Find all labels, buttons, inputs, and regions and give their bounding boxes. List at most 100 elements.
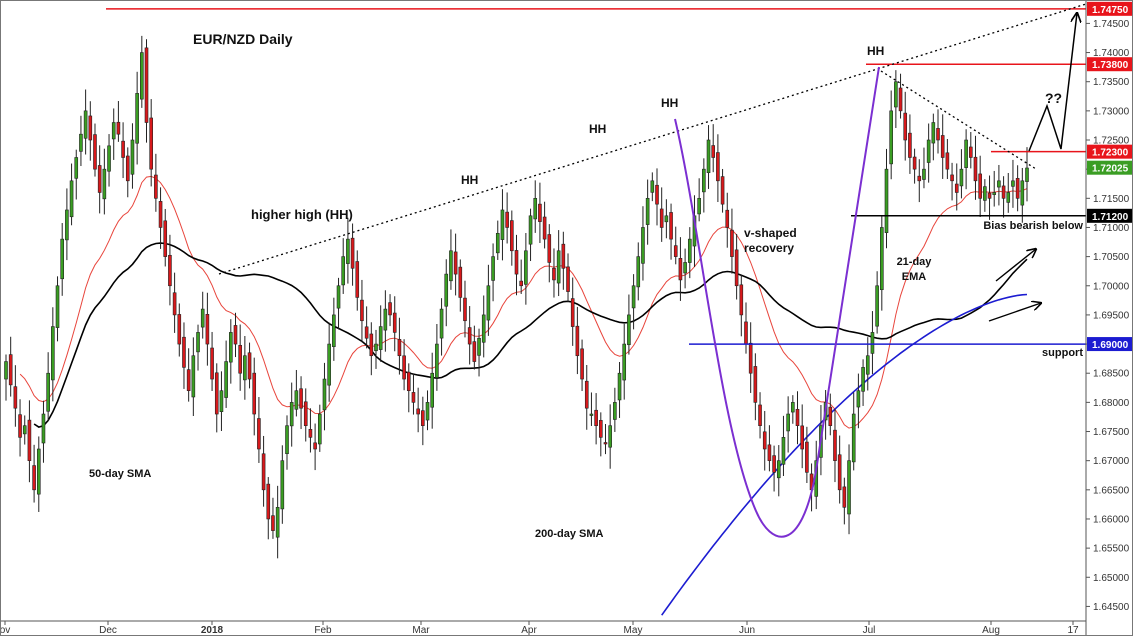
candle-body	[702, 168, 706, 193]
candle-body	[791, 402, 795, 413]
candle-body	[631, 285, 636, 309]
candle-body	[392, 312, 397, 333]
price-tick-label: 1.65000	[1093, 573, 1130, 584]
candle-body	[861, 367, 865, 392]
candle-body	[580, 348, 584, 380]
candle-body	[102, 168, 107, 200]
price-tick-label: 1.73500	[1093, 77, 1130, 88]
candle-body	[243, 355, 247, 381]
time-tick-label: Aug	[982, 625, 1000, 635]
candle-body	[997, 180, 1001, 188]
ema-label-1: 21-day	[897, 256, 933, 268]
candle-body	[163, 220, 168, 257]
candle-body	[954, 183, 959, 193]
candle-body	[894, 81, 898, 108]
candle-body	[36, 448, 41, 495]
candle-body	[613, 402, 617, 420]
price-tick-label: 1.73000	[1093, 106, 1130, 117]
price-tick-label: 1.70000	[1093, 281, 1130, 292]
hh-label-4: HH	[867, 44, 884, 58]
candle-body	[552, 267, 556, 281]
candle-body	[182, 336, 186, 368]
candle-body	[603, 442, 608, 445]
candle-body	[130, 139, 135, 175]
candle-body	[83, 110, 88, 139]
candle-body	[584, 380, 589, 409]
candle-body	[659, 208, 664, 228]
candle-body	[903, 112, 908, 141]
candle-body	[973, 156, 978, 182]
rising-arrow	[988, 303, 1041, 322]
candle-body	[945, 152, 950, 170]
sma-50-line	[33, 242, 1028, 428]
candle-body	[378, 326, 383, 350]
candle-body	[495, 232, 500, 254]
candle-body	[411, 392, 416, 403]
price-label-text: 1.72300	[1092, 148, 1129, 159]
candle-body	[4, 361, 8, 380]
candle-body	[397, 339, 402, 357]
candle-body	[561, 243, 566, 269]
candle-body	[594, 409, 598, 426]
candle-body	[360, 299, 364, 322]
candle-body	[219, 390, 224, 412]
candle-body	[992, 192, 997, 195]
candle-body	[439, 308, 444, 339]
candle-body	[772, 455, 776, 473]
candle-body	[528, 215, 533, 245]
candle-body	[27, 419, 32, 461]
candle-body	[140, 52, 144, 100]
candle-body	[697, 198, 701, 215]
time-tick-label: Mar	[412, 625, 430, 635]
candle-body	[505, 211, 509, 228]
candle-body	[987, 192, 992, 199]
candle-body	[121, 140, 125, 158]
support-label: support	[1042, 347, 1083, 359]
candle-body	[538, 203, 542, 222]
time-tick-label: May	[624, 625, 643, 635]
candle-body	[627, 314, 631, 346]
candle-body	[233, 325, 238, 345]
candle-body	[350, 237, 355, 269]
candle-body	[805, 441, 809, 473]
candle-body	[322, 378, 327, 411]
candle-body	[453, 251, 458, 275]
candle-body	[317, 413, 322, 445]
candle-body	[767, 444, 772, 461]
candle-body	[968, 146, 973, 158]
projection-arrow	[1028, 13, 1077, 152]
candle-body	[1025, 167, 1029, 182]
candle-body	[135, 93, 139, 144]
price-label-text: 1.69000	[1092, 340, 1129, 351]
candle-body	[1015, 178, 1020, 199]
candle-body	[186, 369, 191, 392]
candle-body	[158, 201, 163, 228]
candle-body	[922, 168, 926, 180]
candle-body	[60, 238, 65, 280]
candle-body	[383, 308, 388, 331]
time-tick-label: ov	[1, 625, 10, 635]
candle-body	[524, 250, 528, 285]
candle-body	[299, 388, 303, 409]
candle-body	[257, 418, 261, 450]
candle-body	[776, 460, 781, 479]
candle-body	[336, 285, 341, 309]
v-shaped-curve	[674, 66, 880, 538]
price-tick-label: 1.72500	[1093, 136, 1130, 147]
candle-body	[416, 408, 420, 415]
price-label-box	[1087, 57, 1132, 72]
candle-body	[266, 483, 271, 520]
candle-body	[88, 115, 93, 141]
question-marks: ??	[1045, 90, 1062, 106]
candle-body	[261, 453, 266, 491]
candle-body	[720, 176, 725, 205]
candle-body	[280, 460, 285, 510]
rising-trendline	[218, 3, 1087, 275]
candle-body	[327, 343, 331, 386]
candle-body	[444, 273, 449, 307]
candle-body	[55, 285, 60, 328]
candle-body	[51, 326, 55, 381]
candle-body	[449, 250, 453, 282]
candle-body	[486, 285, 491, 321]
candle-body	[687, 238, 692, 263]
